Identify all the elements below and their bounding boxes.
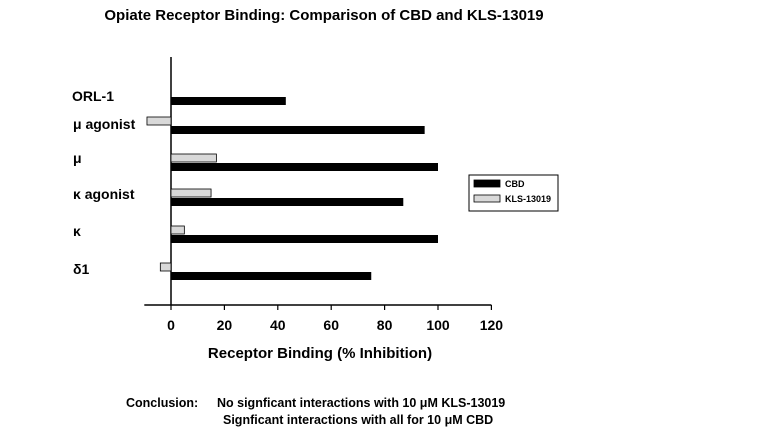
category-label: μ agonist [73,116,136,132]
bar-kls-13019 [146,116,172,126]
x-axis-label: Receptor Binding (% Inhibition) [208,345,432,362]
category-label: μ [73,150,82,166]
bars [146,97,438,280]
tick-labels: 0 20 40 60 80 100 120 [167,305,503,333]
category-label: δ1 [73,261,89,277]
conclusion-line-2: Signficant interactions with all for 10 … [223,413,493,427]
chart-title: Opiate Receptor Binding: Comparison of C… [104,7,543,24]
axes [144,57,492,306]
x-tick-label: 0 [167,317,175,333]
category-label: κ [73,223,81,239]
legend-swatch [473,194,501,203]
legend: CBD KLS-13019 [468,174,559,212]
category-labels: ORL-1 μ agonist μ κ agonist κ δ1 [72,88,136,277]
bar-kls-13019 [170,225,185,235]
bar-kls-13019 [159,262,172,272]
bar-cbd [171,126,425,134]
x-tick-label: 20 [217,317,233,333]
x-tick-label: 40 [270,317,286,333]
bar-cbd [171,235,438,243]
category-label: ORL-1 [72,88,114,104]
bar-cbd [171,97,286,105]
category-label: κ agonist [73,186,135,202]
bar-kls-13019 [170,188,212,198]
x-tick-label: 60 [323,317,339,333]
x-tick-label: 100 [426,317,450,333]
legend-label: KLS-13019 [505,194,551,204]
bar-cbd [171,163,438,171]
conclusion-line-1: No signficant interactions with 10 μM KL… [217,396,505,410]
x-tick-label: 120 [480,317,504,333]
bar-cbd [171,272,372,280]
x-tick-label: 80 [377,317,393,333]
legend-swatch [473,179,501,188]
bar-cbd [171,198,404,206]
conclusion-label: Conclusion: [126,396,198,410]
legend-label: CBD [505,179,525,189]
conclusion: Conclusion: No signficant interactions w… [126,396,505,427]
bar-kls-13019 [170,153,217,163]
